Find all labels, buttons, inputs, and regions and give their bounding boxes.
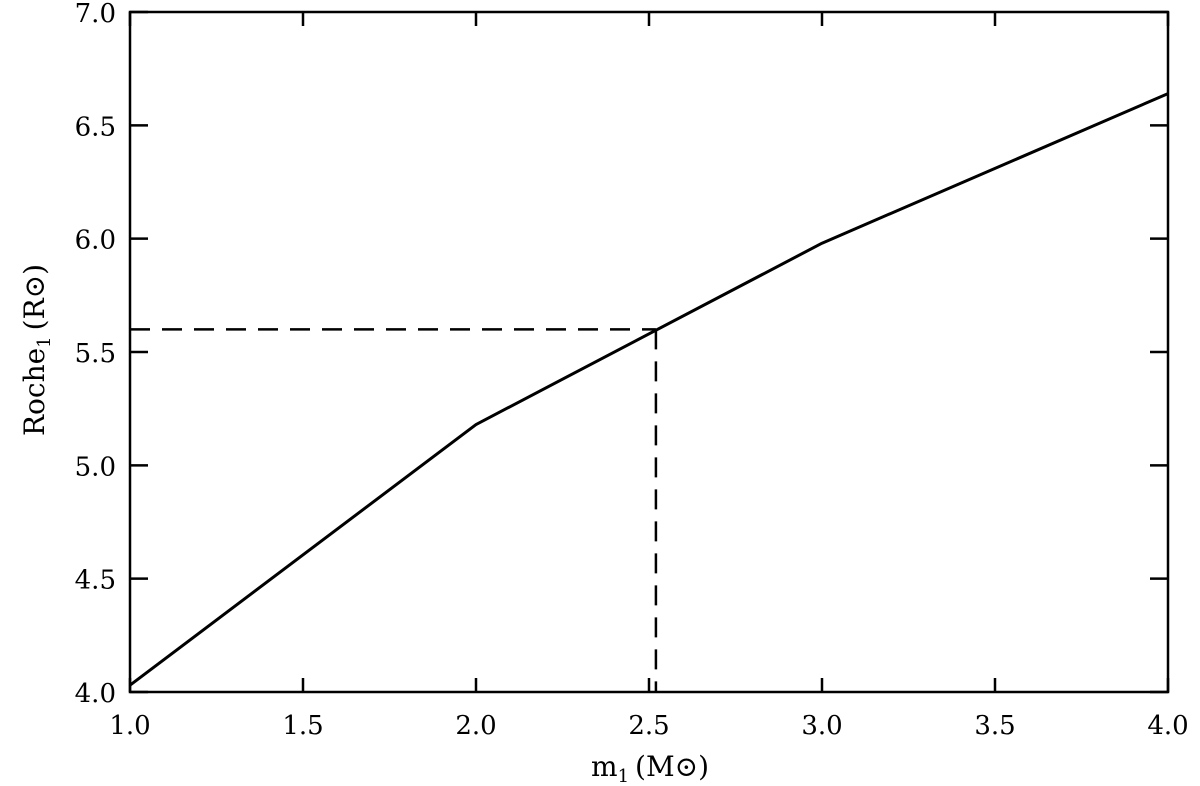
x-tick-label: 1.5 xyxy=(282,711,323,741)
x-tick-label: 3.0 xyxy=(801,711,842,741)
series-line xyxy=(129,92,1169,687)
axes-frame xyxy=(128,10,1170,694)
plot-area xyxy=(128,10,1170,694)
x-tick-label: 2.5 xyxy=(628,711,669,741)
y-tick-label: 5.0 xyxy=(75,452,116,482)
y-tick-label: 5.5 xyxy=(75,339,116,369)
y-tick-label: 6.0 xyxy=(75,226,116,256)
y-tick-label: 4.5 xyxy=(75,566,116,596)
x-tick-label: 4.0 xyxy=(1147,711,1188,741)
axis-ticks xyxy=(128,10,1170,694)
y-tick-label: 4.0 xyxy=(75,679,116,709)
x-axis-title: m1 (M⊙) xyxy=(591,750,709,786)
y-tick-label: 6.5 xyxy=(75,112,116,142)
y-axis-title: Roche1(R⊙) xyxy=(18,264,55,436)
x-tick-label: 2.0 xyxy=(455,711,496,741)
tick-labels: 1.0 1.5 2.0 2.5 3.0 3.5 4.0 4.0 4.5 5.0 5.5 6.0 6.5 7… xyxy=(75,0,1189,741)
x-tick-label: 1.0 xyxy=(109,711,150,741)
x-tick-label: 3.5 xyxy=(974,711,1015,741)
y-tick-label: 7.0 xyxy=(75,0,116,29)
